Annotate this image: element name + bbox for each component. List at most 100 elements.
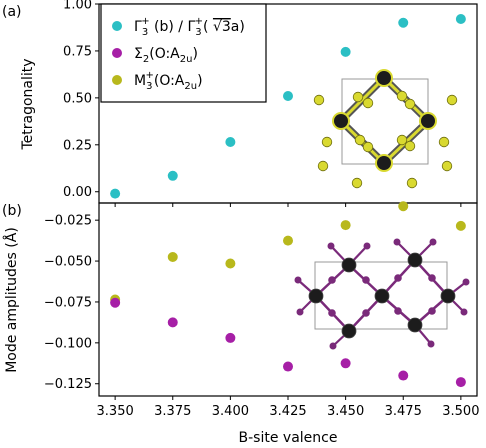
inset-a-cell-box (341, 78, 429, 165)
panel-b-point-series-0 (340, 220, 351, 231)
inset-a-b-atom (377, 156, 391, 170)
inset-b-b-atom (341, 257, 357, 273)
inset-a-b-atom (421, 114, 435, 128)
inset-b-oxygen-atom (363, 242, 371, 250)
panel-b-point-series-0 (455, 220, 466, 231)
panel-b-point-series-1 (340, 358, 351, 369)
inset-a-oxygen-atom (441, 160, 453, 172)
panel-b-xtick-label: 3.450 (327, 404, 364, 419)
inset-b-b-atom (308, 288, 324, 304)
inset-b-oxygen-atom (294, 276, 302, 284)
panel-b-ytick-label: −0.050 (44, 255, 92, 270)
inset-b-oxygen-atom (460, 308, 468, 316)
panel-a-point-series-0 (225, 136, 236, 147)
panel-b-xtick-label: 3.350 (97, 404, 134, 419)
panel-a-ylabel: Tetragonality (20, 58, 36, 150)
inset-b-oxygen-atom (362, 309, 370, 317)
inset-a-oxygen-atom (313, 94, 325, 106)
panel-b-yticks: −0.125 −0.100 −0.075 −0.050 −0.025 (44, 214, 99, 392)
panel-a-point-series-0 (167, 170, 178, 181)
legend-entry-gamma3-marker (112, 21, 122, 31)
legend-entry-gamma3-label: Γ3+ (b) / Γ3+( √3a) (134, 16, 245, 38)
panel-a-ytick-label: 0.25 (63, 138, 92, 153)
inset-b-b-atom (407, 252, 423, 268)
inset-a-b-atom (377, 71, 391, 85)
inset-a-oxygen-atom (362, 97, 374, 109)
panel-b-label: (b) (2, 203, 22, 219)
inset-a-oxygen-atom (404, 98, 416, 110)
panel-a-point-series-0 (398, 17, 409, 28)
panel-b-point-series-0 (167, 251, 178, 262)
inset-a-oxygen-atom (354, 134, 366, 146)
legend: Γ3+ (b) / Γ3+( √3a) Σ2(O:A2u) M3+(O:A2u) (100, 3, 267, 103)
panel-b-xtick-label: 3.375 (154, 404, 191, 419)
panel-b-point-series-0 (283, 235, 293, 246)
inset-b-oxygen-atom (296, 308, 304, 316)
inset-b-oxygen-atom (327, 242, 335, 250)
inset-b-oxygen-atom (427, 340, 435, 348)
panel-b-point-series-1 (167, 317, 178, 328)
legend-entry-m3-label: M3+(O:A2u) (134, 70, 203, 92)
panel-b-xtick-label: 3.425 (269, 404, 306, 419)
panel-b-point-series-1 (225, 332, 236, 343)
inset-b-oxygen-atom (428, 274, 436, 282)
panel-b-point-series-0 (398, 201, 409, 212)
panel-b-xtick-label: 3.500 (442, 404, 479, 419)
panel-a-xticks (114, 203, 462, 207)
panel-a-point-series-0 (340, 46, 351, 57)
panel-b: (b) Mode amplitudes (Å) −0.125 −0.100 −0.0… (2, 201, 479, 446)
panel-a-point-series-0 (110, 188, 121, 199)
inset-a-oxygen-atom (351, 177, 363, 189)
panel-a-point-series-0 (283, 90, 293, 101)
inset-a-oxygen-atom (352, 91, 364, 103)
inset-a-oxygen-atom (406, 177, 418, 189)
inset-a-oxygen-atom (396, 90, 408, 102)
panel-a: (a) Tetragonality 0.00 0.25 0.50 0.75 1.00 Γ… (2, 0, 478, 207)
inset-a-bond-highlight (382, 76, 430, 123)
panel-b-point-series-1 (283, 361, 293, 372)
inset-b-b-atom (374, 288, 390, 304)
panel-b-xtick-label: 3.475 (385, 404, 422, 419)
panel-b-ylabel: Mode amplitudes (Å) (3, 227, 20, 373)
inset-b-oxygen-atom (328, 309, 336, 317)
panel-b-xtick-label: 3.400 (212, 404, 249, 419)
panel-b-point-series-1 (455, 377, 466, 388)
inset-b-b-atom (341, 323, 357, 339)
panel-b-ytick-label: −0.100 (44, 336, 92, 351)
inset-a-oxygen-atom (404, 140, 416, 152)
inset-b-oxygen-atom (428, 307, 436, 315)
panel-a-structure-inset (313, 69, 458, 189)
panel-b-xticks: 3.350 3.375 3.400 3.425 3.450 3.475 3.500 (97, 396, 479, 419)
legend-entry-sigma2-label: Σ2(O:A2u) (134, 46, 198, 65)
inset-a-oxygen-atom (396, 134, 408, 146)
inset-b-oxygen-atom (429, 238, 437, 246)
panel-a-points (110, 14, 466, 199)
inset-b-oxygen-atom (328, 276, 336, 284)
panel-b-ytick-label: −0.125 (44, 377, 92, 392)
inset-b-oxygen-atom (394, 274, 402, 282)
panel-a-ytick-label: 0.75 (63, 44, 92, 59)
panel-b-structure-inset (294, 238, 470, 350)
inset-a-oxygen-atom (362, 141, 374, 153)
panel-a-label: (a) (2, 4, 22, 20)
panel-b-xlabel: B-site valence (239, 430, 338, 446)
panel-b-point-series-1 (398, 370, 409, 381)
legend-box (100, 3, 267, 103)
inset-b-b-atom (407, 317, 423, 333)
panel-a-ytick-label: 0.50 (63, 91, 92, 106)
inset-b-oxygen-atom (362, 276, 370, 284)
inset-a-oxygen-atom (438, 136, 450, 148)
inset-b-oxygen-atom (393, 238, 401, 246)
panel-a-ytick-label: 1.00 (63, 0, 92, 13)
panel-b-point-series-0 (225, 258, 236, 269)
inset-b-oxygen-atom (394, 307, 402, 315)
inset-a-b-atom (334, 114, 348, 128)
inset-a-oxygen-atom (321, 136, 333, 148)
panel-b-ytick-label: −0.075 (44, 295, 92, 310)
inset-a-oxygen-atom (317, 160, 329, 172)
panel-a-yticks: 0.00 0.25 0.50 0.75 1.00 (63, 0, 99, 200)
inset-b-oxygen-atom (462, 278, 470, 286)
panel-b-point-series-1 (110, 297, 121, 308)
panel-a-point-series-0 (455, 14, 466, 25)
